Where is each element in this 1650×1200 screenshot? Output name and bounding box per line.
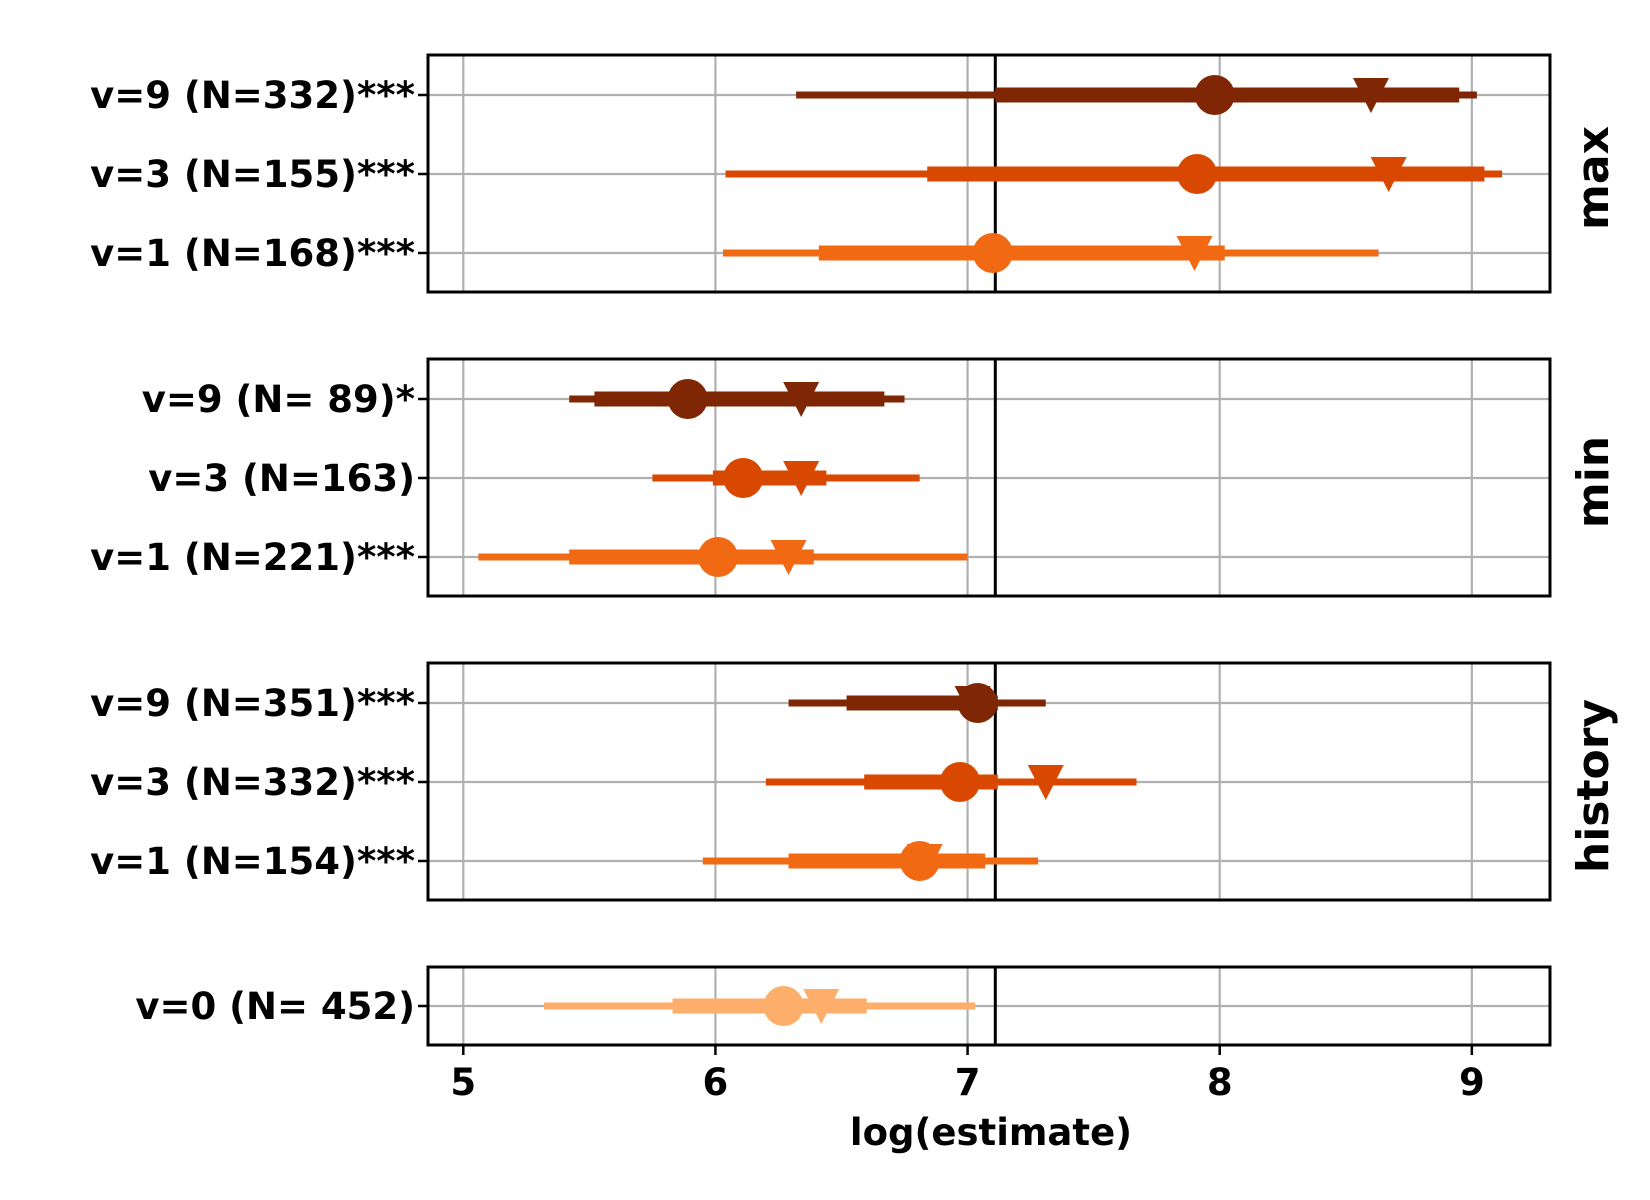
row-label: v=9 (N=351)*** bbox=[90, 682, 415, 725]
panel-frame bbox=[426, 53, 1552, 294]
triangle-marker bbox=[1027, 765, 1064, 800]
point-estimate bbox=[1194, 75, 1235, 115]
row-label: v=9 (N= 89)* bbox=[142, 378, 415, 421]
point-estimate bbox=[972, 233, 1013, 273]
facet-label: max bbox=[1568, 126, 1619, 230]
point-estimate bbox=[1177, 154, 1218, 194]
triangle-marker bbox=[803, 989, 840, 1024]
triangle-marker bbox=[783, 382, 820, 417]
point-estimate bbox=[957, 683, 998, 723]
x-tick-label: 5 bbox=[450, 1061, 476, 1104]
triangle-marker bbox=[783, 461, 820, 496]
point-estimate bbox=[899, 841, 940, 881]
row-label: v=1 (N=221)*** bbox=[90, 536, 415, 579]
panel-frame bbox=[426, 661, 1552, 902]
point-estimate bbox=[723, 458, 764, 498]
x-tick-label: 7 bbox=[955, 1061, 981, 1104]
x-tick-label: 9 bbox=[1459, 1061, 1485, 1104]
triangle-marker bbox=[1352, 78, 1389, 113]
x-tick-label: 6 bbox=[703, 1061, 729, 1104]
point-estimate bbox=[940, 762, 981, 802]
panel-frame bbox=[426, 357, 1552, 598]
point-estimate bbox=[763, 986, 804, 1026]
row-label: v=1 (N=154)*** bbox=[90, 840, 415, 883]
x-axis-title: log(estimate) bbox=[850, 1111, 1132, 1154]
point-estimate bbox=[667, 379, 708, 419]
x-tick-label: 8 bbox=[1207, 1061, 1233, 1104]
row-label: v=1 (N=168)*** bbox=[90, 232, 415, 275]
row-label: v=3 (N=155)*** bbox=[90, 153, 415, 196]
row-label: v=3 (N=332)*** bbox=[90, 761, 415, 804]
point-estimate bbox=[697, 537, 738, 577]
triangle-marker bbox=[1370, 157, 1407, 192]
triangle-marker bbox=[1176, 236, 1213, 271]
facet-label: history bbox=[1568, 699, 1619, 873]
row-label: v=3 (N=163) bbox=[148, 457, 415, 500]
row-label: v=9 (N=332)*** bbox=[90, 74, 415, 117]
panel-frame bbox=[426, 965, 1552, 1047]
row-label: v=0 (N= 452) bbox=[135, 985, 415, 1028]
facet-label: min bbox=[1568, 436, 1619, 528]
triangle-marker bbox=[770, 540, 807, 575]
